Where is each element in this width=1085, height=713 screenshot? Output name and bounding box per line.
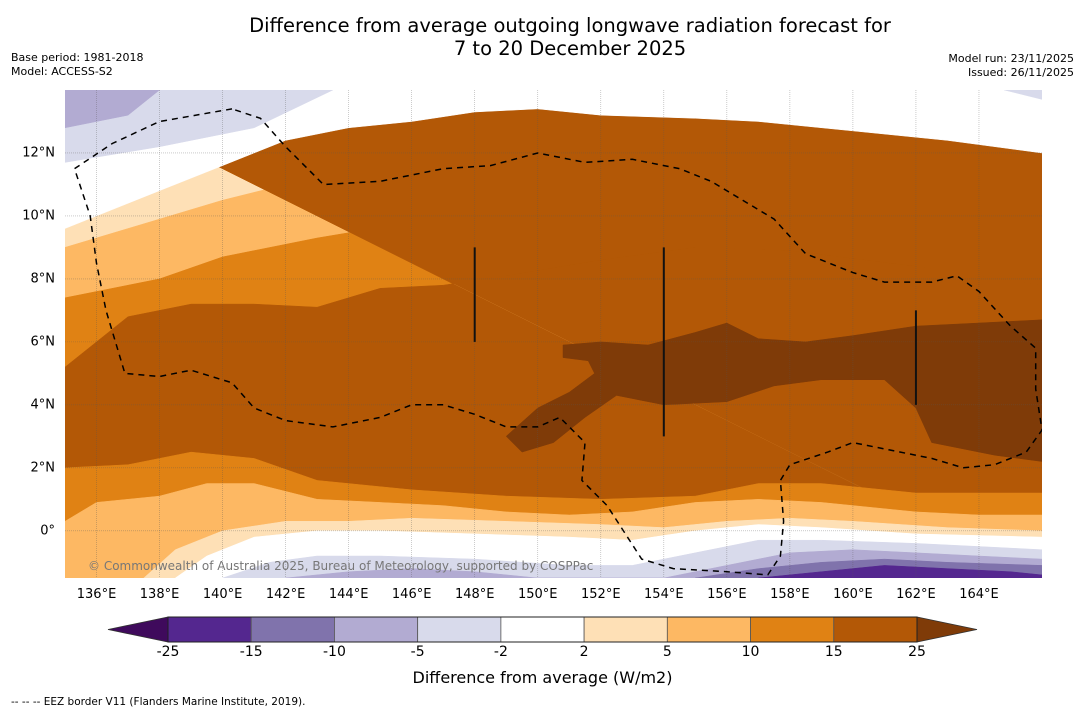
model-run-text: Model run: 23/11/2025 <box>948 52 1074 65</box>
x-tick-label: 138°E <box>139 587 180 602</box>
colorbar-under-extension <box>107 616 169 643</box>
issued-text: Issued: 26/11/2025 <box>967 66 1074 79</box>
map-title-line1: Difference from average outgoing longwav… <box>249 14 891 37</box>
colorbar-bin <box>833 616 918 643</box>
colorbar-tick-label: -15 <box>239 644 263 660</box>
meta-right: Model run: 23/11/2025 Issued: 26/11/2025 <box>948 52 1074 80</box>
colorbar-bin <box>167 616 252 643</box>
y-tick-label: 8°N <box>30 271 56 287</box>
colorbar-tick-label: 25 <box>908 644 926 660</box>
x-tick-label: 136°E <box>76 587 117 602</box>
colorbar-frame <box>167 616 918 643</box>
x-tick-label: 160°E <box>833 587 873 602</box>
x-tick-label: 152°E <box>581 587 621 602</box>
colorbar-bin <box>417 616 502 643</box>
colorbar-tick-label: -10 <box>323 644 346 660</box>
colorbar-tick-label: 15 <box>824 644 843 660</box>
colorbar-tick-label: 2 <box>579 644 589 660</box>
colorbar-tick-label: 5 <box>662 644 672 660</box>
y-tick-label: 6°N <box>30 334 56 350</box>
x-tick-label: 158°E <box>770 587 810 602</box>
meta-left: Base period: 1981-2018 Model: ACCESS-S2 <box>11 51 143 79</box>
copyright-text: © Commonwealth of Australia 2025, Bureau… <box>88 559 593 573</box>
colorbar-tick-label: -5 <box>410 644 425 660</box>
x-tick-label: 146°E <box>391 587 432 602</box>
y-tick-label: 10°N <box>22 208 55 224</box>
x-tick-label: 144°E <box>328 587 369 602</box>
colorbar-bin <box>250 616 335 643</box>
x-tick-label: 148°E <box>454 587 495 602</box>
x-tick-label: 140°E <box>202 587 243 602</box>
colorbar-tick-label: 10 <box>741 644 760 660</box>
x-tick-label: 162°E <box>896 587 936 602</box>
x-tick-label: 164°E <box>959 587 999 602</box>
map-title-line2: 7 to 20 December 2025 <box>453 37 687 60</box>
x-tick-label: 142°E <box>265 587 306 602</box>
colorbar-bin <box>500 616 585 643</box>
x-tick-label: 156°E <box>707 587 747 602</box>
x-tick-label: 154°E <box>644 587 684 602</box>
colorbar-bin <box>583 616 668 643</box>
colorbar-bin <box>750 616 835 643</box>
colorbar-title: Difference from average (W/m2) <box>412 668 673 687</box>
eez-footnote: -- -- -- EEZ border V11 (Flanders Marine… <box>11 696 306 708</box>
colorbar-tick-label: -2 <box>493 644 508 660</box>
contour-fill-layer <box>65 90 1042 578</box>
y-tick-label: 2°N <box>30 460 56 476</box>
contour-band-neg10-neg5-north <box>65 90 160 129</box>
colorbar-bin <box>334 616 419 643</box>
colorbar <box>107 616 978 643</box>
colorbar-over-extension <box>916 616 978 643</box>
map-title: Difference from average outgoing longwav… <box>0 14 1085 60</box>
y-tick-label: 0° <box>40 523 55 539</box>
x-tick-label: 150°E <box>517 587 558 602</box>
contour-band-neg5-neg2-ne <box>1004 90 1042 100</box>
y-tick-label: 4°N <box>30 397 56 413</box>
y-tick-label: 12°N <box>22 145 55 161</box>
feature-lines-layer <box>473 247 917 437</box>
base-period-text: Base period: 1981-2018 <box>11 51 144 64</box>
colorbar-bin <box>666 616 751 643</box>
colorbar-tick-label: -25 <box>156 644 180 660</box>
model-text: Model: ACCESS-S2 <box>11 65 113 78</box>
